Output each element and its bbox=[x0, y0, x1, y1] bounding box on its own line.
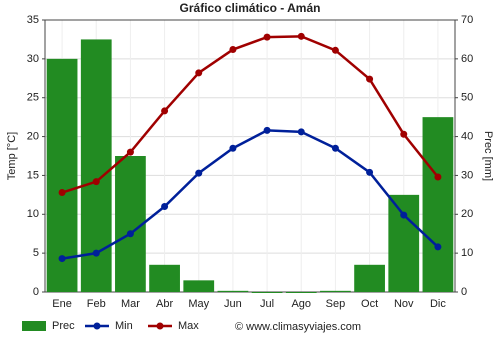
x-tick-label: Jul bbox=[260, 298, 274, 310]
bar bbox=[183, 280, 215, 292]
marker bbox=[400, 130, 408, 138]
y-tick-label: 15 bbox=[27, 169, 39, 181]
bar bbox=[149, 264, 180, 292]
y2-tick-label: 0 bbox=[461, 286, 467, 298]
marker bbox=[229, 144, 237, 152]
y2-tick-label: 20 bbox=[461, 208, 473, 220]
marker bbox=[297, 32, 305, 40]
x-tick-label: Dic bbox=[430, 298, 446, 310]
marker bbox=[434, 243, 442, 251]
marker bbox=[92, 178, 100, 186]
marker bbox=[58, 255, 66, 263]
y2-tick-label: 70 bbox=[461, 14, 473, 26]
x-tick-label: Ago bbox=[291, 298, 311, 310]
marker bbox=[297, 128, 305, 136]
x-tick-label: Feb bbox=[87, 298, 106, 310]
y-tick-label: 10 bbox=[27, 208, 39, 220]
marker bbox=[331, 46, 339, 54]
x-tick-label: Abr bbox=[156, 298, 173, 310]
bar bbox=[388, 194, 420, 292]
y-axis-label: Temp [°C] bbox=[6, 132, 18, 180]
marker bbox=[263, 33, 271, 41]
bar bbox=[217, 290, 249, 292]
line bbox=[61, 35, 439, 194]
marker bbox=[434, 173, 442, 181]
bar bbox=[251, 292, 283, 293]
x-tick-label: Oct bbox=[361, 298, 378, 310]
marker bbox=[229, 46, 237, 54]
x-tick-label: Ene bbox=[52, 298, 72, 310]
y-tick-label: 30 bbox=[27, 53, 39, 65]
marker bbox=[195, 169, 203, 177]
legend-label: Min bbox=[115, 320, 133, 332]
source: © www.climasyviajes.com bbox=[235, 321, 361, 333]
marker bbox=[161, 203, 169, 211]
legend-marker bbox=[156, 322, 164, 330]
y-tick-label: 25 bbox=[27, 92, 39, 104]
marker bbox=[161, 107, 169, 115]
marker bbox=[92, 249, 100, 257]
bar bbox=[46, 58, 78, 292]
marker bbox=[400, 211, 408, 219]
line bbox=[61, 129, 439, 260]
chart-title: Gráfico climático - Amán bbox=[180, 1, 321, 15]
marker bbox=[126, 230, 134, 238]
legend-marker bbox=[93, 322, 101, 330]
x-tick-label: Sep bbox=[326, 298, 346, 310]
marker bbox=[366, 168, 374, 176]
bar bbox=[354, 264, 385, 292]
x-tick-label: Nov bbox=[394, 298, 414, 310]
y2-tick-label: 60 bbox=[461, 53, 473, 65]
bar bbox=[422, 117, 454, 293]
x-tick-label: Mar bbox=[121, 298, 140, 310]
y2-axis-label: Prec [mm] bbox=[482, 131, 494, 181]
y-tick-label: 20 bbox=[27, 130, 39, 142]
marker bbox=[126, 148, 134, 156]
y2-tick-label: 40 bbox=[461, 130, 473, 142]
marker bbox=[195, 69, 203, 77]
marker bbox=[263, 126, 271, 134]
bar bbox=[285, 292, 317, 293]
y2-tick-label: 10 bbox=[461, 247, 473, 259]
x-tick-label: May bbox=[188, 298, 209, 310]
marker bbox=[331, 144, 339, 152]
plot-frame bbox=[44, 19, 456, 293]
legend-swatch bbox=[22, 321, 46, 331]
x-tick-label: Jun bbox=[224, 298, 242, 310]
bar bbox=[320, 290, 351, 292]
legend-label: Prec bbox=[52, 320, 75, 332]
y-tick-label: 0 bbox=[33, 286, 39, 298]
y2-tick-label: 50 bbox=[461, 92, 473, 104]
y-tick-label: 35 bbox=[27, 14, 39, 26]
legend-label: Max bbox=[178, 320, 199, 332]
marker bbox=[366, 75, 374, 83]
marker bbox=[58, 189, 66, 197]
y-tick-label: 5 bbox=[33, 247, 39, 259]
y2-tick-label: 30 bbox=[461, 169, 473, 181]
